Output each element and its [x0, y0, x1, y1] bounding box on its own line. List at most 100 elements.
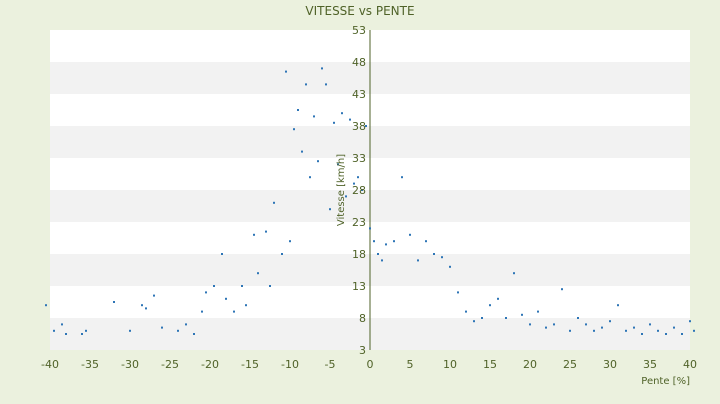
data-point	[201, 310, 203, 313]
x-tick-label: -5	[325, 358, 336, 371]
data-point	[221, 253, 223, 255]
data-point	[65, 333, 67, 335]
data-point	[185, 323, 187, 326]
data-point	[609, 320, 611, 323]
data-point	[373, 240, 375, 243]
data-point	[309, 176, 311, 179]
x-tick-label: -10	[281, 358, 299, 371]
data-point	[369, 227, 371, 230]
data-point	[681, 333, 683, 335]
data-point	[161, 326, 163, 329]
data-point	[141, 304, 143, 307]
data-point	[673, 326, 675, 329]
data-point	[321, 67, 323, 70]
y-tick-label: 8	[359, 312, 366, 325]
data-point	[177, 329, 179, 332]
data-point	[349, 118, 351, 121]
y-tick-label: 13	[352, 280, 366, 293]
data-point	[689, 320, 691, 323]
data-point	[329, 208, 331, 211]
data-point	[225, 297, 227, 300]
x-tick-label: 15	[483, 358, 497, 371]
y-tick-label: 33	[352, 152, 366, 165]
data-point	[129, 329, 131, 332]
data-point	[265, 230, 267, 233]
x-tick-label: 25	[563, 358, 577, 371]
data-point	[53, 329, 55, 332]
data-point	[345, 195, 347, 198]
data-point	[357, 176, 359, 179]
data-point	[85, 329, 87, 332]
data-point	[333, 121, 335, 124]
data-point	[561, 288, 563, 291]
x-tick-label: -30	[121, 358, 139, 371]
data-point	[337, 163, 339, 166]
data-point	[393, 240, 395, 243]
data-point	[449, 265, 451, 268]
x-tick-label: 5	[407, 358, 414, 371]
y-tick-label: 23	[352, 216, 366, 229]
data-point	[281, 253, 283, 255]
x-tick-label: 10	[443, 358, 457, 371]
data-point	[241, 285, 243, 287]
data-point	[213, 285, 215, 287]
data-point	[693, 329, 695, 332]
data-point	[529, 323, 531, 326]
data-point	[433, 253, 435, 255]
data-point	[473, 320, 475, 323]
data-point	[625, 329, 627, 332]
data-point	[553, 323, 555, 326]
data-point	[601, 326, 603, 329]
data-point	[301, 150, 303, 153]
y-tick-label: 3	[359, 344, 366, 357]
data-point	[657, 329, 659, 332]
y-tick-label: 38	[352, 120, 366, 133]
data-point	[497, 297, 499, 300]
y-tick-label: 43	[352, 88, 366, 101]
data-point	[285, 70, 287, 73]
data-point	[585, 323, 587, 326]
data-point	[545, 326, 547, 329]
x-tick-label: 35	[643, 358, 657, 371]
data-point	[465, 310, 467, 313]
data-point	[425, 240, 427, 243]
data-point	[521, 313, 523, 316]
y-axis-label: Vitesse [km/h]	[336, 154, 347, 226]
data-point	[61, 323, 63, 326]
data-point	[193, 333, 195, 335]
data-point	[289, 240, 291, 243]
data-point	[81, 333, 83, 335]
data-points	[45, 67, 695, 335]
data-point	[145, 307, 147, 310]
x-tick-label: -35	[81, 358, 99, 371]
data-point	[341, 112, 343, 115]
data-point	[257, 272, 259, 275]
data-point	[245, 304, 247, 307]
data-point	[113, 301, 115, 303]
data-point	[617, 304, 619, 307]
x-tick-label: 40	[683, 358, 697, 371]
data-point	[513, 272, 515, 275]
data-point	[205, 291, 207, 294]
data-point	[317, 160, 319, 163]
data-point	[385, 243, 387, 246]
data-point	[313, 115, 315, 118]
chart-title: VITESSE vs PENTE	[305, 4, 414, 18]
x-tick-label: 20	[523, 358, 537, 371]
data-point	[537, 310, 539, 313]
x-axis-label: Pente [%]	[641, 376, 690, 387]
data-point	[305, 83, 307, 86]
data-point	[633, 326, 635, 329]
data-point	[641, 333, 643, 335]
data-point	[505, 317, 507, 319]
x-tick-label: -25	[161, 358, 179, 371]
data-point	[489, 304, 491, 307]
y-tick-label: 28	[352, 184, 366, 197]
data-point	[457, 291, 459, 294]
data-point	[153, 294, 155, 297]
y-tick-label: 18	[352, 248, 366, 261]
data-point	[293, 128, 295, 131]
